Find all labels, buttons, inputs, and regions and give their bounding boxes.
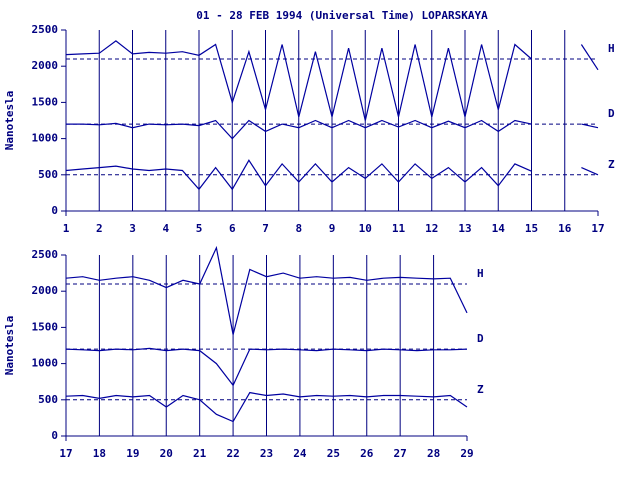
- x-tick-label: 2: [96, 222, 103, 235]
- x-tick-label: 23: [260, 447, 273, 460]
- x-tick-label: 5: [196, 222, 203, 235]
- x-tick-label: 25: [327, 447, 340, 460]
- x-tick-label: 4: [162, 222, 169, 235]
- trace: [65, 245, 468, 335]
- chart-title: 01 - 28 FEB 1994 (Universal Time) LOPARS…: [196, 9, 488, 22]
- series-label: Z: [477, 383, 484, 396]
- x-tick-label: 6: [229, 222, 236, 235]
- x-tick-label: 9: [329, 222, 336, 235]
- x-tick-label: 10: [359, 222, 372, 235]
- y-tick-label: 1500: [32, 320, 59, 333]
- y-tick-label: 1000: [32, 132, 59, 145]
- x-tick-label: 27: [394, 447, 407, 460]
- y-tick-label: 0: [51, 429, 58, 442]
- y-axis-label: Nanotesla: [3, 316, 16, 376]
- x-tick-label: 21: [193, 447, 207, 460]
- x-tick-label: 18: [93, 447, 106, 460]
- series-label: H: [608, 42, 615, 55]
- x-tick-label: 11: [392, 222, 406, 235]
- y-tick-label: 2000: [32, 284, 59, 297]
- x-tick-label: 28: [427, 447, 440, 460]
- x-tick-label: 7: [262, 222, 269, 235]
- x-tick-label: 1: [63, 222, 70, 235]
- trace: [65, 347, 468, 387]
- y-tick-label: 1500: [32, 95, 59, 108]
- x-tick-label: 15: [525, 222, 538, 235]
- trace: [65, 391, 468, 423]
- y-tick-label: 2000: [32, 59, 59, 72]
- x-tick-label: 8: [295, 222, 302, 235]
- trace: [65, 159, 599, 191]
- trace: [66, 119, 599, 140]
- y-tick-label: 2500: [32, 23, 59, 36]
- x-tick-label: 3: [129, 222, 136, 235]
- x-tick-label: 22: [226, 447, 239, 460]
- y-tick-label: 1000: [32, 357, 59, 370]
- x-tick-label: 24: [293, 447, 307, 460]
- x-tick-label: 16: [558, 222, 572, 235]
- trace: [65, 40, 599, 121]
- y-axis-label: Nanotesla: [3, 91, 16, 151]
- y-tick-label: 0: [51, 204, 58, 217]
- x-tick-label: 26: [360, 447, 374, 460]
- x-tick-label: 14: [492, 222, 506, 235]
- x-tick-label: 29: [460, 447, 473, 460]
- x-tick-label: 12: [425, 222, 438, 235]
- y-tick-label: 500: [38, 168, 58, 181]
- x-tick-label: 19: [126, 447, 139, 460]
- x-tick-label: 13: [458, 222, 471, 235]
- x-tick-label: 17: [591, 222, 604, 235]
- series-label: H: [477, 267, 484, 280]
- x-tick-label: 17: [59, 447, 72, 460]
- series-label: Z: [608, 158, 615, 171]
- y-tick-label: 2500: [32, 248, 59, 261]
- series-label: D: [477, 332, 484, 345]
- y-tick-label: 500: [38, 393, 58, 406]
- series-label: D: [608, 107, 615, 120]
- x-tick-label: 20: [160, 447, 173, 460]
